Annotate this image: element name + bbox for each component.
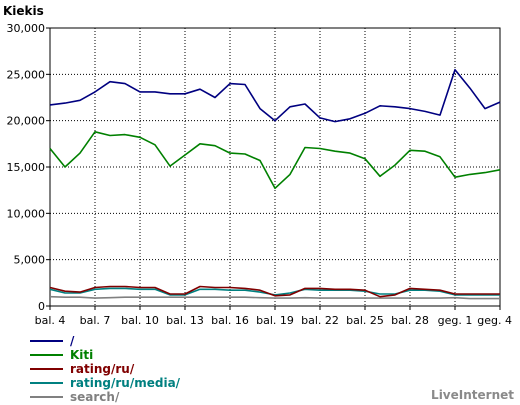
series-lines <box>49 68 501 300</box>
y-tick-label: 15,000 <box>7 161 46 174</box>
y-tick-label: 30,000 <box>7 22 46 35</box>
legend-label: / <box>70 334 75 348</box>
series-line <box>49 287 500 296</box>
x-tick-label: bal. 22 <box>301 314 339 327</box>
series-line <box>49 68 501 123</box>
legend-label: Kiti <box>70 348 93 362</box>
legend-label: rating/ru/media/ <box>70 376 181 390</box>
y-tick-label: 0 <box>38 300 45 313</box>
y-tick-label: 20,000 <box>7 115 46 128</box>
y-tick-label: 10,000 <box>7 207 46 220</box>
x-tick-label: geg. 1 <box>438 314 473 327</box>
x-tick-label: bal. 13 <box>166 314 204 327</box>
brand-label: LiveInternet <box>431 388 514 402</box>
x-tick-label: bal. 25 <box>346 314 384 327</box>
y-axis: 0 5,000 10,000 15,000 20,000 25,000 30,000 <box>7 22 50 313</box>
series-line <box>49 295 500 300</box>
x-tick-label: bal. 16 <box>211 314 249 327</box>
x-tick-label: bal. 4 <box>35 314 66 327</box>
x-tick-label: bal. 10 <box>121 314 159 327</box>
x-tick-label: bal. 7 <box>80 314 111 327</box>
series-line <box>49 131 501 190</box>
legend-label: rating/ru/ <box>70 362 135 376</box>
x-tick-label: bal. 19 <box>256 314 294 327</box>
y-tick-label: 5,000 <box>14 254 46 267</box>
y-tick-label: 25,000 <box>7 68 46 81</box>
x-axis: bal. 4 bal. 7 bal. 10 bal. 13 bal. 16 bal. 19… <box>35 306 512 327</box>
chart-title: Kiekis <box>3 4 44 18</box>
x-tick-label: geg. 4 <box>477 314 512 327</box>
grid <box>50 28 500 306</box>
x-tick-label: bal. 28 <box>391 314 429 327</box>
legend-label: search/ <box>70 390 120 404</box>
series-line <box>49 285 500 298</box>
